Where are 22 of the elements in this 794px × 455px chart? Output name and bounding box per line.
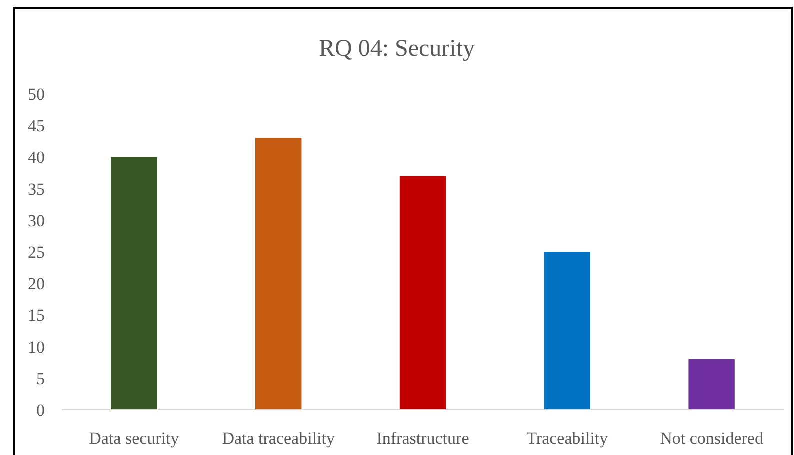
y-tick-label: 5 (36, 369, 45, 388)
y-tick-label: 10 (28, 338, 45, 357)
x-tick-label: Infrastructure (376, 429, 470, 448)
bar (400, 176, 446, 410)
bar (688, 359, 735, 410)
y-tick-label: 45 (28, 116, 45, 136)
y-tick-label: 50 (28, 84, 45, 104)
y-tick-label: 0 (36, 400, 45, 420)
x-tick-label: Data security (89, 429, 180, 448)
x-tick-label: Not considered (660, 429, 764, 448)
bar (111, 157, 158, 410)
x-tick-label: Data traceability (222, 429, 336, 448)
bar (255, 138, 302, 410)
y-tick-label: 30 (28, 211, 45, 230)
x-tick-label: Traceability (526, 429, 609, 448)
chart-title: RQ 04: Security (319, 36, 475, 62)
y-tick-label: 35 (28, 180, 45, 199)
bar (544, 252, 591, 410)
y-tick-label: 25 (28, 242, 45, 262)
y-tick-label: 40 (28, 148, 45, 168)
y-tick-label: 15 (28, 306, 45, 326)
y-tick-label: 20 (28, 274, 45, 294)
